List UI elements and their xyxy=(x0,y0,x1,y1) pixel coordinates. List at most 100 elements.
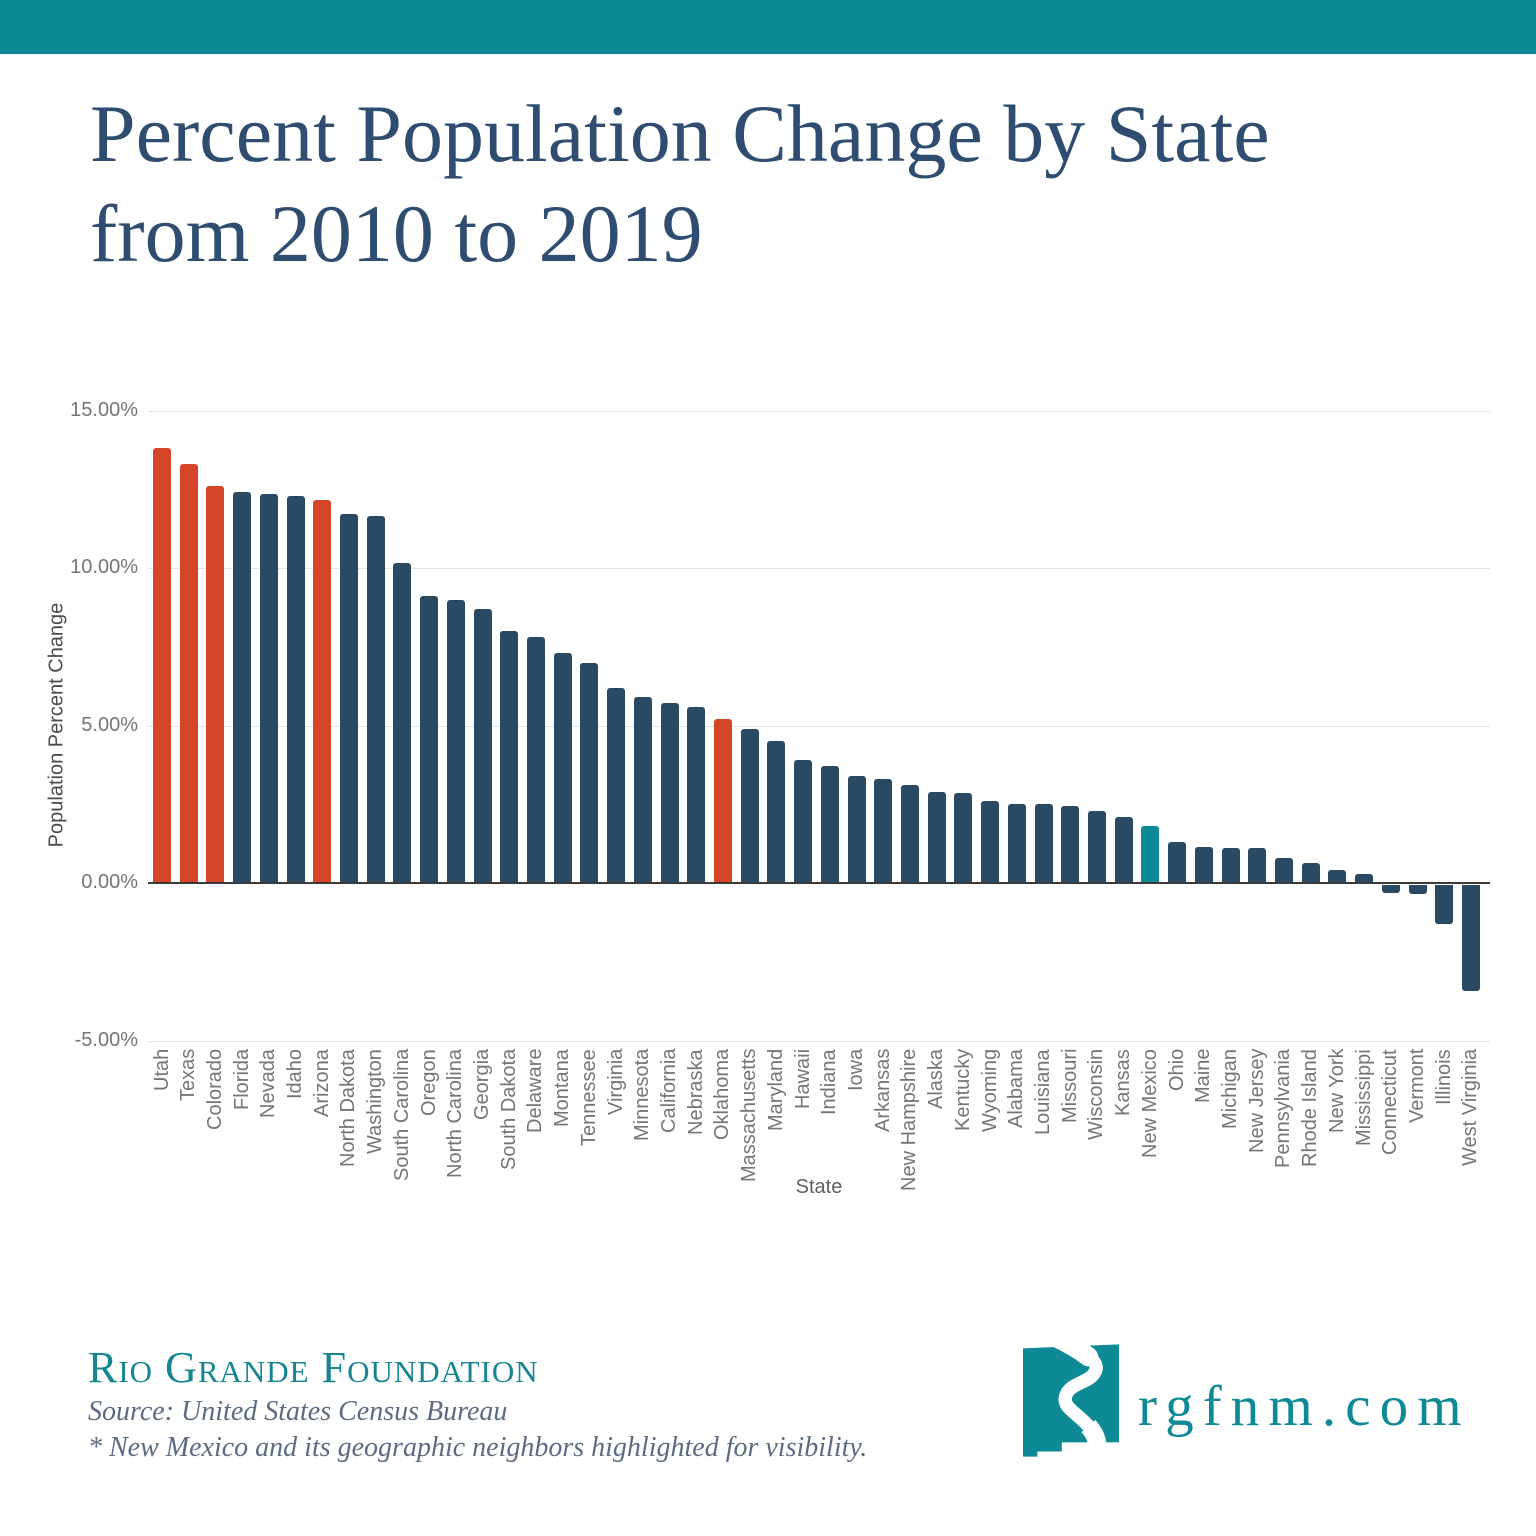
x-axis-label-virginia: Virginia xyxy=(604,1049,627,1116)
rio-grande-foundation-logo xyxy=(1023,1344,1119,1458)
x-axis-label-arkansas: Arkansas xyxy=(871,1049,894,1133)
footnote-text: * New Mexico and its geographic neighbor… xyxy=(88,1432,868,1463)
bar-oregon xyxy=(420,596,439,883)
bar-ohio xyxy=(1168,842,1187,883)
x-axis-label-missouri: Missouri xyxy=(1058,1049,1081,1124)
x-axis-label-south-carolina: South Carolina xyxy=(390,1049,413,1182)
bar-nevada xyxy=(259,493,278,883)
x-axis-label-oklahoma: Oklahoma xyxy=(711,1049,734,1141)
bar-south-carolina xyxy=(393,563,412,883)
y-tick-label: 5.00% xyxy=(81,713,138,736)
bar-north-dakota xyxy=(339,514,358,883)
x-axis-label-delaware: Delaware xyxy=(524,1049,547,1134)
x-axis-label-pennsylvania: Pennsylvania xyxy=(1272,1049,1295,1168)
bar-california xyxy=(660,703,679,883)
x-axis-label-ohio: Ohio xyxy=(1165,1049,1188,1092)
bar-tennessee xyxy=(580,662,599,883)
bar-florida xyxy=(233,492,252,883)
bar-alabama xyxy=(1007,804,1026,883)
x-axis-label-kansas: Kansas xyxy=(1112,1049,1135,1116)
bar-new-york xyxy=(1328,870,1347,883)
bar-west-virginia xyxy=(1461,885,1480,991)
x-axis-label-vermont: Vermont xyxy=(1406,1049,1429,1124)
bar-maine xyxy=(1194,846,1213,883)
bar-indiana xyxy=(820,766,839,883)
bar-missouri xyxy=(1061,805,1080,883)
header-accent-band xyxy=(0,0,1536,54)
bar-alaska xyxy=(927,791,946,883)
bar-hawaii xyxy=(794,760,813,883)
x-axis-label-illinois: Illinois xyxy=(1432,1049,1455,1105)
x-axis-label-nebraska: Nebraska xyxy=(684,1049,707,1135)
x-axis-label-michigan: Michigan xyxy=(1219,1049,1242,1130)
bar-montana xyxy=(553,653,572,883)
bar-vermont xyxy=(1408,885,1427,895)
x-axis-label-tennessee: Tennessee xyxy=(577,1049,600,1146)
y-tick-label: 0.00% xyxy=(81,871,138,893)
x-axis-label-kentucky: Kentucky xyxy=(951,1049,974,1132)
x-axis-label-maine: Maine xyxy=(1192,1049,1215,1104)
bar-colorado xyxy=(206,486,225,883)
x-axis-label-alaska: Alaska xyxy=(925,1049,948,1110)
x-axis-label-california: California xyxy=(658,1049,681,1134)
bar-nebraska xyxy=(687,706,706,883)
x-axis-label-north-dakota: North Dakota xyxy=(337,1049,360,1167)
x-axis-label-new-hampshire: New Hampshire xyxy=(898,1049,921,1192)
x-axis-label-washington: Washington xyxy=(364,1049,387,1154)
x-axis-label-nevada: Nevada xyxy=(257,1049,280,1118)
bar-maryland xyxy=(767,741,786,883)
bar-new-hampshire xyxy=(900,785,919,883)
y-tick-label: 10.00% xyxy=(70,556,138,578)
bar-new-jersey xyxy=(1248,848,1267,883)
bar-texas xyxy=(179,464,198,883)
x-axis-label-south-dakota: South Dakota xyxy=(497,1049,520,1171)
bar-delaware xyxy=(526,637,545,883)
x-axis-label-indiana: Indiana xyxy=(818,1049,841,1115)
gridline--5.00% xyxy=(148,1040,1490,1042)
x-axis-label-alabama: Alabama xyxy=(1005,1049,1028,1128)
x-axis-label-mississippi: Mississippi xyxy=(1352,1049,1375,1146)
x-axis-label-new-jersey: New Jersey xyxy=(1245,1049,1268,1154)
bar-oklahoma xyxy=(713,719,732,883)
bar-minnesota xyxy=(633,697,652,883)
bar-arkansas xyxy=(874,779,893,883)
bar-pennsylvania xyxy=(1274,857,1293,883)
bar-mississippi xyxy=(1355,873,1374,883)
x-axis-label-oregon: Oregon xyxy=(417,1049,440,1116)
y-tick-label: 15.00% xyxy=(70,398,138,421)
bar-iowa xyxy=(847,775,866,883)
bar-louisiana xyxy=(1034,804,1053,883)
x-axis-label-wyoming: Wyoming xyxy=(978,1049,1001,1133)
x-axis-title: State xyxy=(795,1176,843,1198)
x-axis-label-idaho: Idaho xyxy=(284,1049,307,1100)
bar-kansas xyxy=(1114,816,1133,883)
x-axis-label-maryland: Maryland xyxy=(764,1049,787,1132)
x-axis-label-west-virginia: West Virginia xyxy=(1459,1049,1482,1167)
x-axis-baseline xyxy=(148,882,1490,884)
x-axis-label-massachusetts: Massachusetts xyxy=(738,1049,761,1183)
bar-south-dakota xyxy=(500,631,519,883)
x-axis-label-colorado: Colorado xyxy=(203,1049,226,1131)
page-title-line2: from 2010 to 2019 xyxy=(90,188,703,279)
x-axis-label-north-carolina: North Carolina xyxy=(444,1049,467,1178)
bar-massachusetts xyxy=(740,728,759,883)
source-text: Source: United States Census Bureau xyxy=(88,1396,508,1427)
x-axis-label-connecticut: Connecticut xyxy=(1379,1049,1402,1155)
bar-virginia xyxy=(607,687,626,883)
x-axis-label-new-mexico: New Mexico xyxy=(1138,1049,1161,1158)
bar-kentucky xyxy=(954,793,973,883)
page-title: Percent Population Change by State from … xyxy=(90,84,1430,284)
river-icon xyxy=(1050,1344,1107,1458)
x-axis-label-georgia: Georgia xyxy=(471,1049,494,1121)
y-tick-label: -5.00% xyxy=(74,1028,138,1051)
page-title-line1: Percent Population Change by State xyxy=(90,88,1270,179)
x-axis-label-hawaii: Hawaii xyxy=(791,1049,814,1110)
bar-wyoming xyxy=(981,801,1000,883)
bar-georgia xyxy=(473,608,492,883)
bar-utah xyxy=(153,448,171,883)
gridline-15.00% xyxy=(148,410,1490,412)
bar-idaho xyxy=(286,495,305,883)
x-axis-label-florida: Florida xyxy=(230,1049,253,1111)
bar-new-mexico xyxy=(1141,826,1160,883)
